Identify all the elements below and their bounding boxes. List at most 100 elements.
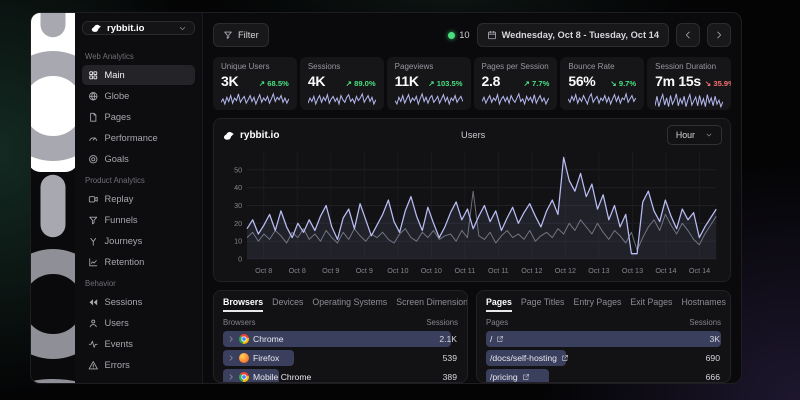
- stat-card-unique-users[interactable]: Unique Users 3K ↗ 68.5%: [213, 57, 297, 110]
- svg-text:Oct 11: Oct 11: [488, 266, 509, 275]
- sidebar-item-main[interactable]: Main: [82, 65, 195, 85]
- filter-label: Filter: [238, 30, 259, 40]
- sidebar-item-sessions[interactable]: Sessions: [82, 292, 195, 312]
- series-current-area: [247, 157, 716, 259]
- sidebar-item-replay[interactable]: Replay: [82, 189, 195, 209]
- table-header: Browsers Sessions: [223, 318, 458, 327]
- sidebar-item-label: Replay: [105, 194, 134, 204]
- stat-value: 3K: [221, 73, 238, 89]
- sidebar: rybbit.io Web Analytics Main Globe Pages…: [75, 13, 203, 383]
- retention-icon: [88, 257, 99, 268]
- users-chart-svg[interactable]: 01020304050Oct 8Oct 8Oct 9Oct 9Oct 10Oct…: [222, 147, 722, 279]
- sidebar-item-goals[interactable]: Goals: [82, 149, 195, 169]
- sidebar-item-funnels[interactable]: Funnels: [82, 210, 195, 230]
- tab-browsers[interactable]: Browsers: [223, 297, 263, 312]
- row-label: Mobile Chrome: [253, 372, 311, 382]
- row-value: 2.1K: [439, 334, 458, 344]
- stat-card-pages-per-session[interactable]: Pages per Session 2.8 ↗ 7.7%: [474, 57, 558, 110]
- bottom-panels: Browsers Devices Operating Systems Screen D…: [213, 290, 731, 383]
- tab-hostnames[interactable]: Hostnames: [681, 297, 726, 312]
- stat-change: ↘ 9.7%: [610, 79, 636, 88]
- chevron-right-icon[interactable]: [227, 373, 235, 381]
- target-icon: [88, 154, 99, 165]
- table-row[interactable]: Chrome 2.1K: [223, 331, 458, 347]
- tab-screen-dimensions[interactable]: Screen Dimensions: [396, 297, 468, 312]
- sidebar-item-label: Main: [105, 70, 125, 80]
- svg-text:Oct 8: Oct 8: [289, 266, 306, 275]
- sidebar-item-errors[interactable]: Errors: [82, 355, 195, 375]
- calendar-icon: [487, 30, 497, 40]
- chevron-down-icon: [178, 24, 187, 33]
- external-link-icon[interactable]: [561, 354, 569, 362]
- video-icon: [88, 194, 99, 205]
- row-bar: [486, 331, 721, 347]
- external-link-icon[interactable]: [496, 335, 504, 343]
- rybbit-logo-icon: [222, 129, 235, 142]
- tab-entry-pages[interactable]: Entry Pages: [573, 297, 621, 312]
- external-link-icon[interactable]: [522, 373, 530, 381]
- sidebar-item-performance[interactable]: Performance: [82, 128, 195, 148]
- sidebar-section-title: Settings: [85, 382, 192, 383]
- svg-text:Oct 14: Oct 14: [689, 266, 710, 275]
- chevron-right-icon: [714, 30, 724, 40]
- next-period-button[interactable]: [707, 23, 731, 47]
- left-panel-tabs: BrowsersDevicesOperating SystemsScreen D…: [223, 297, 458, 312]
- filter-button[interactable]: Filter: [213, 23, 269, 47]
- stat-card-bounce-rate[interactable]: Bounce Rate 56% ↘ 9.7%: [560, 57, 644, 110]
- sidebar-item-pages[interactable]: Pages: [82, 107, 195, 127]
- table-row[interactable]: / 3K: [486, 331, 721, 347]
- svg-text:Oct 8: Oct 8: [255, 266, 272, 275]
- sidebar-item-label: Funnels: [105, 215, 138, 225]
- stat-sparkline: [395, 91, 463, 110]
- row-label: /docs/self-hosting: [490, 353, 557, 363]
- svg-text:Oct 12: Oct 12: [521, 266, 542, 275]
- sidebar-item-globe[interactable]: Globe: [82, 86, 195, 106]
- rail-account-button[interactable]: [40, 341, 66, 367]
- chevron-right-icon[interactable]: [227, 335, 235, 343]
- stat-card-pageviews[interactable]: Pageviews 11K ↗ 103.5%: [387, 57, 471, 110]
- chrome-icon: [239, 372, 249, 382]
- date-range-label: Wednesday, Oct 8 - Tuesday, Oct 14: [502, 30, 659, 40]
- chrome-icon: [239, 334, 249, 344]
- sidebar-item-users[interactable]: Users: [82, 313, 195, 333]
- sidebar-item-retention[interactable]: Retention: [82, 252, 195, 272]
- tab-pages[interactable]: Pages: [486, 297, 512, 312]
- chevron-right-icon[interactable]: [227, 354, 235, 362]
- table-row[interactable]: Mobile Chrome 389: [223, 369, 458, 383]
- sidebar-item-journeys[interactable]: Journeys: [82, 231, 195, 251]
- site-selector[interactable]: rybbit.io: [82, 21, 195, 35]
- stat-label: Bounce Rate: [568, 62, 636, 71]
- table-row[interactable]: /pricing 666: [486, 369, 721, 383]
- stat-value: 2.8: [482, 73, 501, 89]
- table-row[interactable]: /docs/self-hosting 690: [486, 350, 721, 366]
- gauge-icon: [88, 133, 99, 144]
- row-value: 389: [443, 372, 458, 382]
- svg-text:Oct 9: Oct 9: [322, 266, 339, 275]
- tab-operating-systems[interactable]: Operating Systems: [312, 297, 387, 312]
- sidebar-item-label: Goals: [105, 154, 129, 164]
- tab-page-titles[interactable]: Page Titles: [521, 297, 565, 312]
- grid-icon: [88, 70, 99, 81]
- tab-devices[interactable]: Devices: [272, 297, 303, 312]
- stat-change: ↗ 103.5%: [428, 79, 462, 88]
- stat-card-sessions[interactable]: Sessions 4K ↗ 89.0%: [300, 57, 384, 110]
- sidebar-section-title: Behavior: [85, 279, 192, 288]
- sidebar-section-title: Web Analytics: [85, 52, 192, 61]
- table-row[interactable]: Firefox 539: [223, 350, 458, 366]
- pages-panel: Pages Page Titles Entry Pages Exit Pages Hos…: [476, 290, 731, 383]
- sidebar-item-events[interactable]: Events: [82, 334, 195, 354]
- trend-down-icon: ↘: [610, 79, 616, 88]
- interval-dropdown[interactable]: Hour: [667, 125, 722, 145]
- svg-text:50: 50: [234, 165, 242, 174]
- funnel-icon: [88, 215, 99, 226]
- tab-exit-pages[interactable]: Exit Pages: [630, 297, 672, 312]
- sidebar-item-label: Events: [105, 339, 133, 349]
- stat-label: Sessions: [308, 62, 376, 71]
- prev-period-button[interactable]: [676, 23, 700, 47]
- stat-card-session-duration[interactable]: Session Duration 7m 15s ↘ 35.9%: [647, 57, 731, 110]
- date-range-button[interactable]: Wednesday, Oct 8 - Tuesday, Oct 14: [477, 23, 669, 47]
- stat-value: 4K: [308, 73, 325, 89]
- sidebar-item-label: Pages: [105, 112, 131, 122]
- rail-settings-button[interactable]: [40, 93, 66, 119]
- chevron-down-icon: [705, 131, 713, 139]
